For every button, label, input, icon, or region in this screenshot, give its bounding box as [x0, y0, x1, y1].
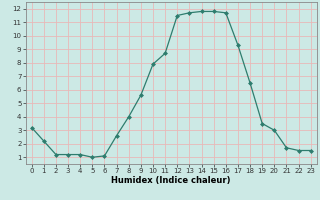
X-axis label: Humidex (Indice chaleur): Humidex (Indice chaleur)	[111, 176, 231, 185]
